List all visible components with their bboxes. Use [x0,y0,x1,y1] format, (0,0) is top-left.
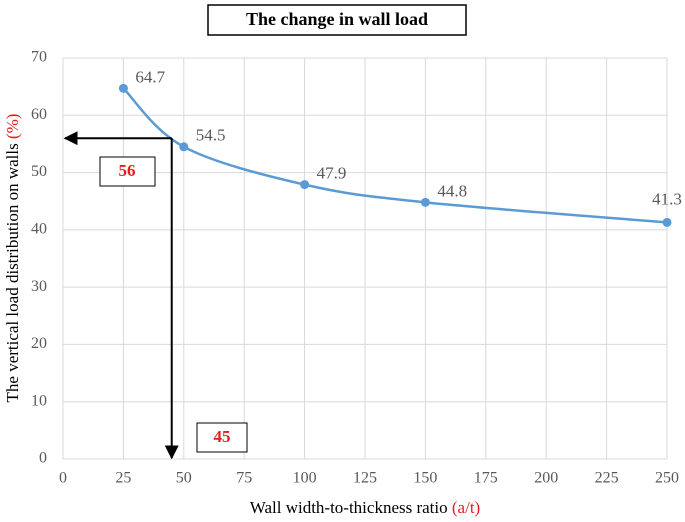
x-axis-label-text: Wall width-to-thickness ratio [250,498,448,517]
data-label: 54.5 [196,126,226,145]
x-tick-label: 100 [293,470,317,487]
x-tick-label: 25 [115,470,131,487]
y-tick-label: 40 [31,221,47,238]
x-tick-label: 0 [59,470,67,487]
x-tick-label: 200 [534,470,558,487]
x-axis-label-unit: (a/t) [452,498,480,517]
y-axis-label-unit: (%) [3,114,22,139]
x-tick-label: 125 [353,470,377,487]
data-label: 47.9 [317,164,347,183]
series-line [122,87,668,224]
y-axis-label: The vertical load distribution on walls … [3,114,22,403]
data-label: 64.7 [135,67,165,86]
y-axis-label-text: The vertical load distribution on walls [3,143,22,402]
x-tick-label: 150 [413,470,437,487]
y-tick-label: 70 [31,49,47,66]
annotation-box [196,422,248,453]
y-tick-label: 50 [31,163,47,180]
data-point [118,83,128,93]
data-point [662,217,672,227]
data-point [179,142,189,152]
x-tick-label: 50 [176,470,192,487]
title-box [207,4,467,36]
x-tick-label: 250 [655,470,679,487]
y-tick-label: 60 [31,106,47,123]
annotation-label: 56 [119,161,136,180]
annotation-label: 45 [214,427,231,446]
y-tick-label: 10 [31,392,47,409]
data-label: 41.3 [652,189,682,208]
x-axis-label: Wall width-to-thickness ratio (a/t) [250,498,480,517]
x-tick-label: 175 [474,470,498,487]
data-point [300,180,310,190]
y-tick-label: 0 [39,450,47,467]
x-tick-label: 225 [595,470,619,487]
data-label: 44.8 [437,181,467,200]
y-tick-label: 30 [31,278,47,295]
chart-title: The change in wall load [246,9,428,29]
y-tick-label: 20 [31,335,47,352]
annotation-box [99,156,156,187]
x-tick-label: 75 [236,470,252,487]
data-point [420,197,430,207]
